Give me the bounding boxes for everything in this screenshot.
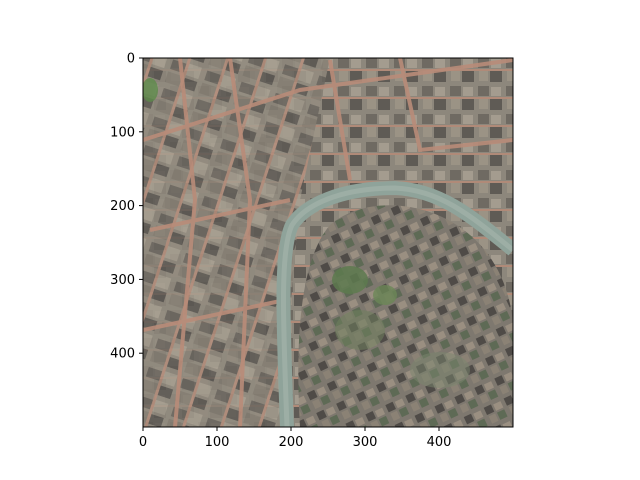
y-tick-label: 300 xyxy=(110,273,135,288)
y-tick-label: 200 xyxy=(110,199,135,214)
x-tick-label: 0 xyxy=(139,435,147,450)
x-tick-label: 300 xyxy=(353,435,378,450)
y-tick-label: 0 xyxy=(127,52,135,67)
x-tick-label: 400 xyxy=(427,435,452,450)
x-axis: 0 100 200 300 400 xyxy=(139,427,452,450)
y-axis: 0 100 200 300 400 xyxy=(110,52,143,362)
y-tick-label: 400 xyxy=(110,347,135,362)
x-tick-label: 100 xyxy=(205,435,230,450)
x-tick-label: 200 xyxy=(279,435,304,450)
axes-frame xyxy=(142,57,514,428)
aerial-image xyxy=(143,58,513,427)
y-tick-label: 100 xyxy=(110,125,135,140)
